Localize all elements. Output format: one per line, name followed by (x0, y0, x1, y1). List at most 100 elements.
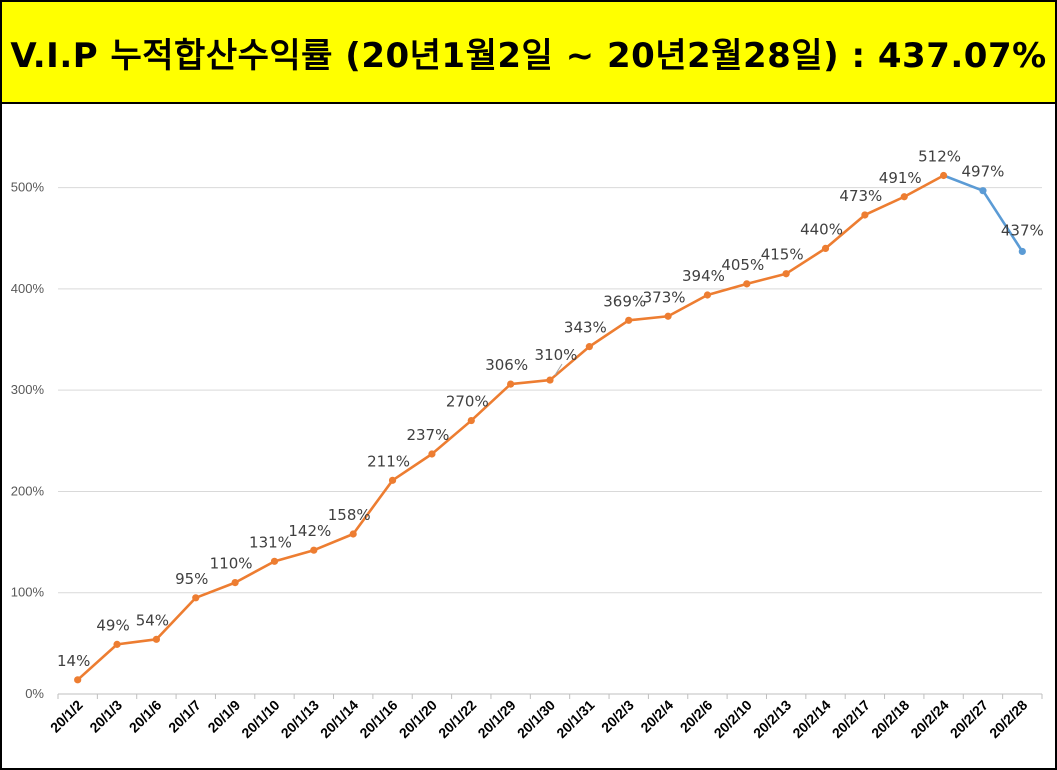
x-tick-label: 20/1/7 (165, 697, 204, 736)
series-segment (824, 213, 867, 250)
data-point (625, 316, 633, 324)
series-segment (233, 560, 276, 584)
data-point (152, 635, 160, 643)
series-segment (627, 314, 670, 322)
title-banner: V.I.P 누적합산수익률 (20년1월2일 ~ 20년2월28일) : 437… (2, 2, 1055, 104)
x-tick-label: 20/1/22 (435, 697, 479, 741)
data-point (428, 450, 436, 458)
data-label: 110% (210, 555, 253, 573)
data-point (507, 380, 515, 388)
series-segment (509, 378, 552, 386)
x-tick-label: 20/1/20 (396, 697, 440, 741)
data-point (861, 211, 869, 219)
data-point (349, 530, 357, 538)
data-point (74, 676, 82, 684)
data-point (546, 376, 554, 384)
x-tick-label: 20/2/28 (986, 697, 1030, 741)
data-label: 14% (57, 652, 90, 670)
x-tick-label: 20/1/16 (356, 697, 400, 741)
series-segment (351, 479, 394, 536)
data-point (664, 312, 672, 320)
data-point (192, 594, 200, 602)
y-tick-label: 200% (11, 483, 45, 498)
x-tick-label: 20/2/18 (868, 697, 912, 741)
series-segment (76, 643, 119, 682)
x-tick-label: 20/1/10 (238, 697, 282, 741)
data-label: 211% (367, 452, 410, 470)
data-point (231, 579, 239, 587)
data-label: 497% (962, 163, 1005, 181)
series-segment (155, 596, 198, 641)
x-tick-label: 20/2/10 (711, 697, 755, 741)
series-segment (391, 452, 434, 482)
series-segment (548, 345, 591, 382)
label-leader-line (554, 363, 563, 376)
data-point (310, 546, 318, 554)
data-point (467, 416, 475, 425)
x-tick-label: 20/2/3 (598, 697, 637, 736)
x-tick-label: 20/1/29 (474, 697, 518, 741)
x-tick-label: 20/1/30 (514, 697, 558, 741)
series-segment (588, 319, 631, 348)
data-label: 95% (175, 570, 208, 588)
x-tick-label: 20/1/2 (47, 697, 86, 736)
data-label: 440% (800, 220, 843, 238)
x-tick-label: 20/2/17 (829, 697, 873, 741)
data-point (388, 476, 397, 484)
data-label: 512% (918, 147, 961, 165)
data-label: 306% (485, 356, 528, 374)
x-tick-label: 20/2/4 (637, 697, 676, 736)
series-segment (469, 382, 512, 422)
x-tick-label: 20/1/14 (317, 697, 361, 741)
data-point (782, 270, 790, 278)
data-point (743, 280, 751, 288)
data-label: 405% (721, 256, 764, 274)
data-label: 473% (839, 187, 882, 205)
y-tick-label: 400% (11, 281, 45, 296)
x-tick-label: 20/1/31 (553, 697, 597, 741)
data-label: 437% (1001, 221, 1044, 239)
series-segment (706, 282, 749, 297)
series-segment (863, 195, 906, 217)
x-tick-label: 20/1/13 (278, 697, 322, 741)
data-point (900, 193, 908, 201)
data-label: 131% (249, 533, 292, 551)
y-tick-label: 0% (25, 686, 44, 701)
x-tick-label: 20/1/6 (126, 697, 165, 736)
series-segment (942, 174, 985, 192)
y-tick-label: 500% (11, 180, 45, 195)
y-tick-label: 300% (11, 382, 45, 397)
x-tick-label: 20/2/14 (789, 697, 833, 741)
data-label: 394% (682, 267, 725, 285)
series-segment (745, 272, 788, 286)
series-segment (666, 293, 709, 318)
series-segment (430, 419, 473, 456)
data-point (703, 291, 712, 299)
chart-title: V.I.P 누적합산수익률 (20년1월2일 ~ 20년2월28일) : 437… (10, 35, 1047, 76)
series-segment (784, 247, 827, 276)
data-label: 415% (761, 246, 804, 264)
data-label: 142% (288, 522, 331, 540)
series-segment (902, 174, 945, 199)
data-label: 369% (603, 292, 646, 310)
data-point (979, 187, 987, 195)
series-segment (273, 548, 316, 563)
data-point (270, 557, 279, 565)
data-label: 491% (879, 169, 922, 187)
data-label: 310% (535, 346, 578, 364)
y-tick-label: 100% (11, 585, 45, 600)
x-tick-label: 20/1/3 (86, 697, 125, 736)
series-segment (981, 189, 1024, 253)
x-tick-label: 20/2/27 (947, 697, 991, 741)
data-point (940, 171, 948, 180)
data-label: 237% (406, 426, 449, 444)
data-label: 373% (643, 288, 686, 306)
x-tick-label: 20/2/13 (750, 697, 794, 741)
data-point (821, 244, 830, 252)
series-segment (312, 532, 355, 552)
data-point (585, 343, 593, 351)
data-label: 343% (564, 319, 607, 337)
data-point (1018, 247, 1026, 256)
